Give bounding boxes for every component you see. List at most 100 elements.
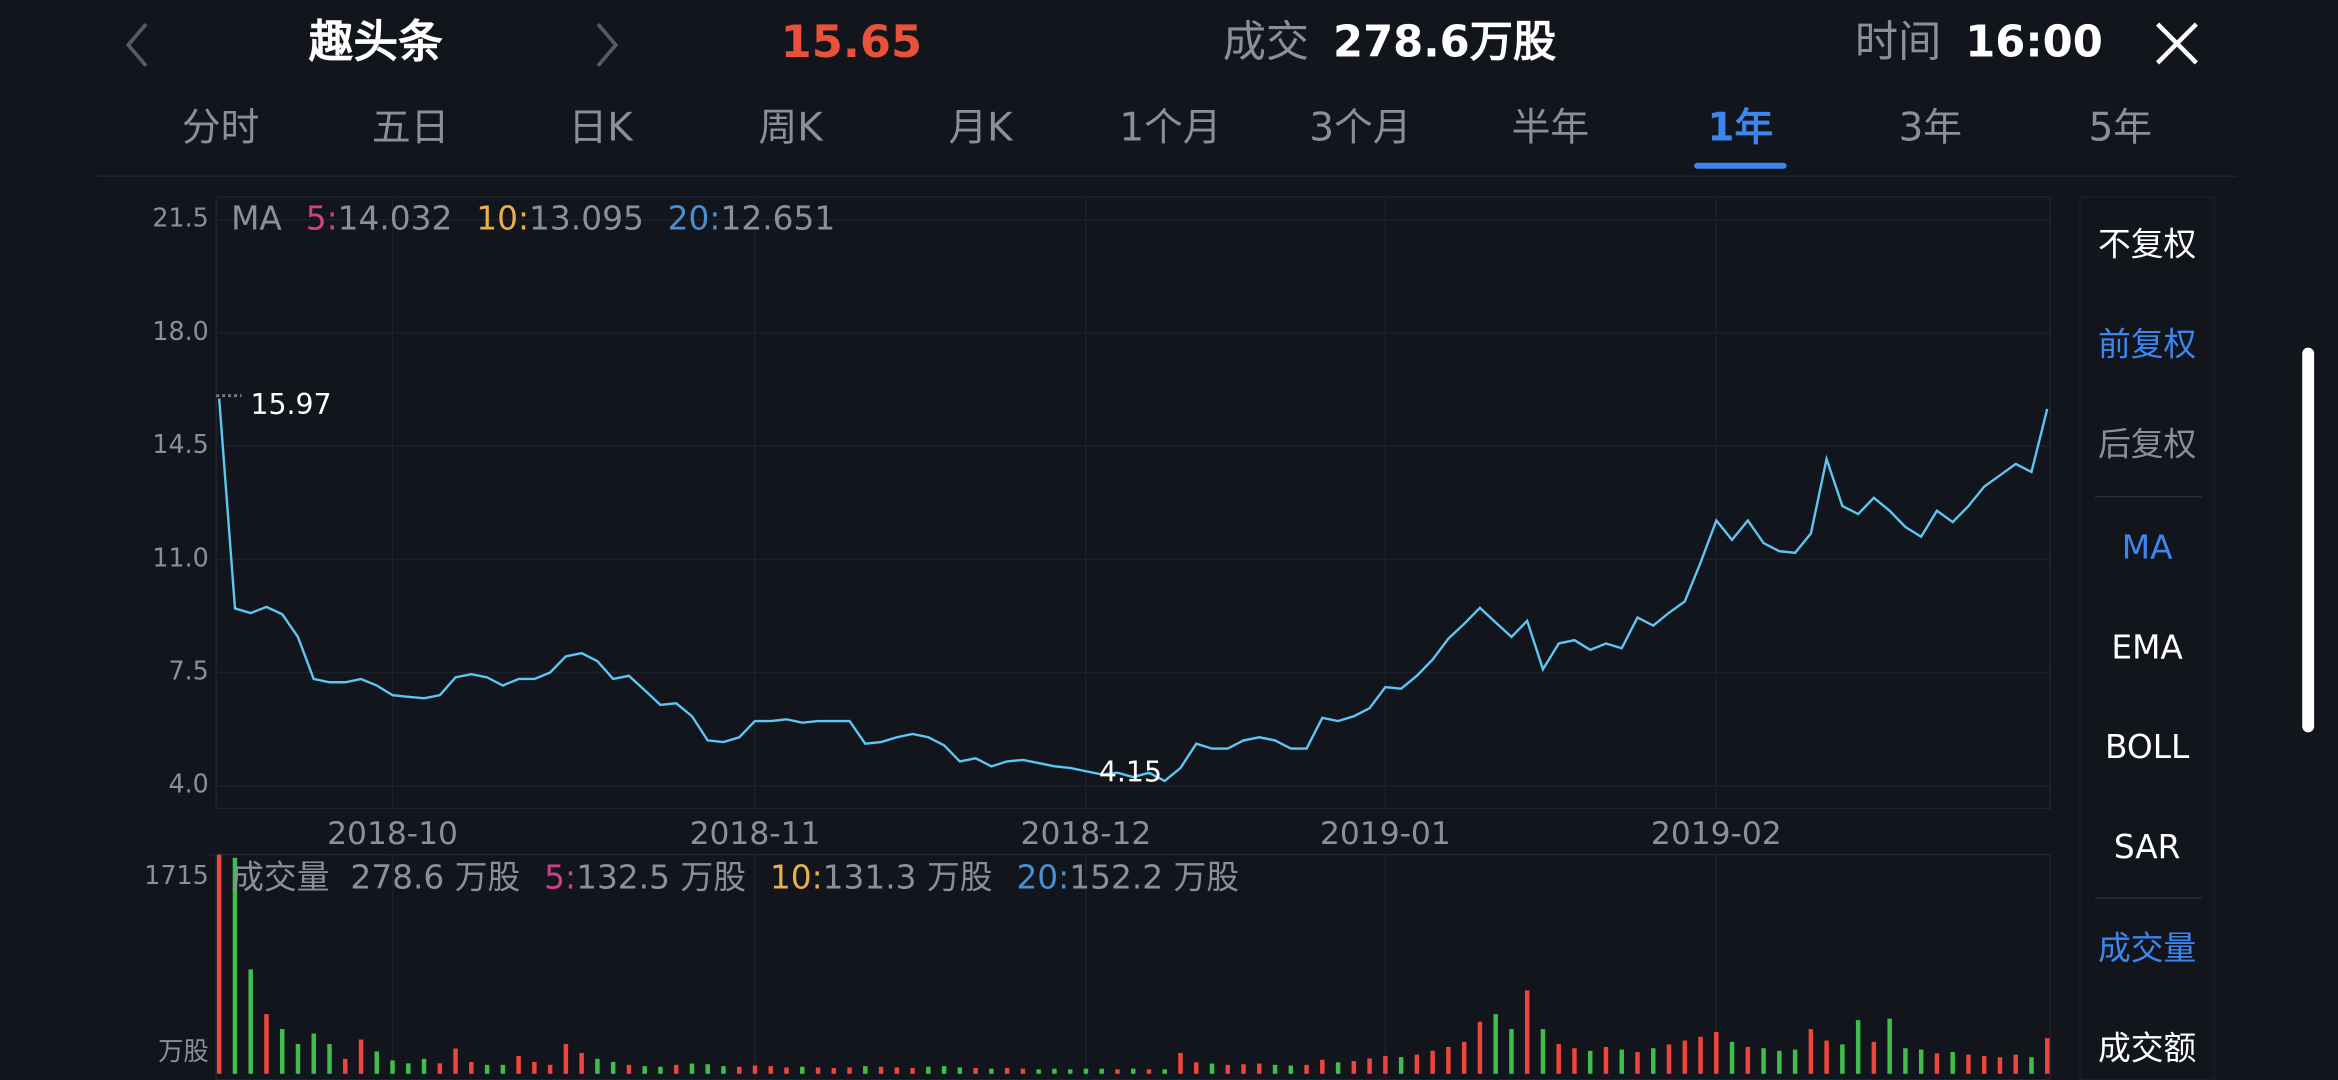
close-button[interactable]	[2155, 22, 2198, 65]
legend-name: 5:	[544, 858, 576, 896]
volume-bar	[264, 1014, 269, 1074]
tab-underline	[1694, 162, 1787, 169]
volume-bar	[1146, 1069, 1152, 1074]
side-menu-item[interactable]: 不复权	[2098, 226, 2196, 264]
volume-bar	[1004, 1068, 1010, 1074]
side-menu-item[interactable]: MA	[2122, 528, 2173, 566]
volume-bar	[1950, 1052, 1955, 1074]
side-menu-item[interactable]: 前复权	[2098, 326, 2196, 364]
high-label: 15.97	[250, 388, 331, 421]
volume-bar	[752, 1065, 758, 1074]
y-tick-label: 21.5	[152, 203, 208, 233]
volume-bar	[1903, 1048, 1908, 1074]
volume-bar	[1130, 1068, 1136, 1074]
volume-bar	[563, 1044, 569, 1074]
legend-name: 20:	[1016, 858, 1069, 896]
next-arrow[interactable]	[596, 22, 619, 68]
volume-bar	[1966, 1054, 1971, 1074]
unit-label: 万股	[158, 1036, 209, 1066]
volume-bar	[358, 1039, 364, 1074]
volume-bar	[295, 1044, 301, 1074]
volume-bar	[1351, 1061, 1357, 1074]
tab[interactable]: 周K	[758, 105, 824, 150]
volume-bar	[815, 1067, 821, 1074]
volume-bar	[1698, 1036, 1703, 1074]
volume-bar	[1446, 1046, 1451, 1074]
volume-bar	[547, 1064, 553, 1074]
tab[interactable]: 5年	[2089, 105, 2152, 150]
volume-bar	[1981, 1055, 1987, 1074]
x-tick-label: 2019-02	[1651, 816, 1782, 852]
volume-bar	[1824, 1040, 1829, 1074]
legend-value: 12.651	[720, 199, 835, 237]
volume-bar	[374, 1051, 380, 1074]
volume-bar	[1572, 1048, 1577, 1074]
tab[interactable]: 3个月	[1309, 105, 1411, 150]
volume-bar	[1651, 1048, 1656, 1074]
tab[interactable]: 3年	[1899, 105, 1962, 150]
volume-bar	[500, 1064, 506, 1074]
legend-name: 10:	[476, 199, 529, 237]
side-menu-item[interactable]: EMA	[2111, 628, 2183, 666]
legend: MA 5:14.032 10:13.095 20:12.651	[231, 199, 835, 237]
tab[interactable]: 分时	[182, 105, 260, 150]
side-menu-item[interactable]: SAR	[2114, 828, 2181, 866]
volume-bar	[957, 1067, 963, 1074]
side-menu-item[interactable]: 后复权	[2098, 426, 2196, 464]
y-tick-label: 1715	[144, 860, 208, 890]
volume-bar	[1272, 1064, 1278, 1074]
volume-bar	[216, 854, 222, 1074]
volume-bar	[973, 1068, 978, 1074]
tab[interactable]: 月K	[948, 105, 1014, 150]
volume-bar	[1320, 1059, 1325, 1074]
tab[interactable]: 1年	[1708, 105, 1774, 150]
volume-bar	[768, 1066, 773, 1074]
legend-label: 成交量	[231, 858, 329, 896]
volume-bar	[1761, 1048, 1766, 1074]
price-line	[217, 398, 2049, 783]
legend-value: 132.5 万股	[576, 858, 746, 896]
volume-bar	[721, 1066, 726, 1074]
tab[interactable]: 日K	[569, 105, 635, 150]
volume-bar	[1194, 1062, 1199, 1074]
volume-bar	[1871, 1041, 1877, 1074]
volume-bar	[1067, 1069, 1073, 1074]
volume-bar	[1178, 1052, 1183, 1074]
tab[interactable]: 半年	[1512, 105, 1590, 150]
volume-bar	[1666, 1044, 1672, 1074]
side-menu-item[interactable]: 成交额	[2098, 1029, 2196, 1067]
legend-total: 278.6 万股	[350, 858, 520, 896]
volume-bar	[894, 1067, 900, 1074]
tab[interactable]: 五日	[372, 105, 449, 150]
volume-bar	[705, 1064, 710, 1074]
x-tick-label: 2018-11	[690, 816, 821, 852]
side-menu-item[interactable]: BOLL	[2105, 728, 2190, 766]
volume-bar	[737, 1066, 742, 1074]
volume-bar	[1383, 1055, 1388, 1074]
volume-bar	[1115, 1069, 1120, 1074]
legend-value: 152.2 万股	[1069, 858, 1239, 896]
volume-bar	[689, 1063, 695, 1074]
prev-arrow[interactable]	[125, 22, 148, 68]
low-label: 4.15	[1099, 755, 1162, 788]
volume-bar	[658, 1066, 663, 1074]
volume-bar	[1603, 1046, 1609, 1074]
volume-bar	[2013, 1054, 2018, 1074]
tab[interactable]: 1个月	[1119, 105, 1221, 150]
side-menu-item[interactable]: 成交量	[2098, 930, 2196, 968]
y-tick-label: 14.5	[152, 429, 208, 459]
volume-bar	[1682, 1040, 1688, 1074]
volume-bar	[1918, 1049, 1924, 1074]
y-tick-label: 7.5	[168, 656, 208, 686]
y-tick-label: 11.0	[152, 542, 208, 572]
volume-bar	[311, 1033, 316, 1074]
legend-value: 13.095	[529, 199, 644, 237]
volume-label: 成交	[1223, 17, 1309, 67]
volume-bar	[1430, 1050, 1435, 1074]
volume-bar	[343, 1058, 348, 1074]
volume-bar	[989, 1068, 994, 1074]
volume-bar	[863, 1066, 868, 1074]
